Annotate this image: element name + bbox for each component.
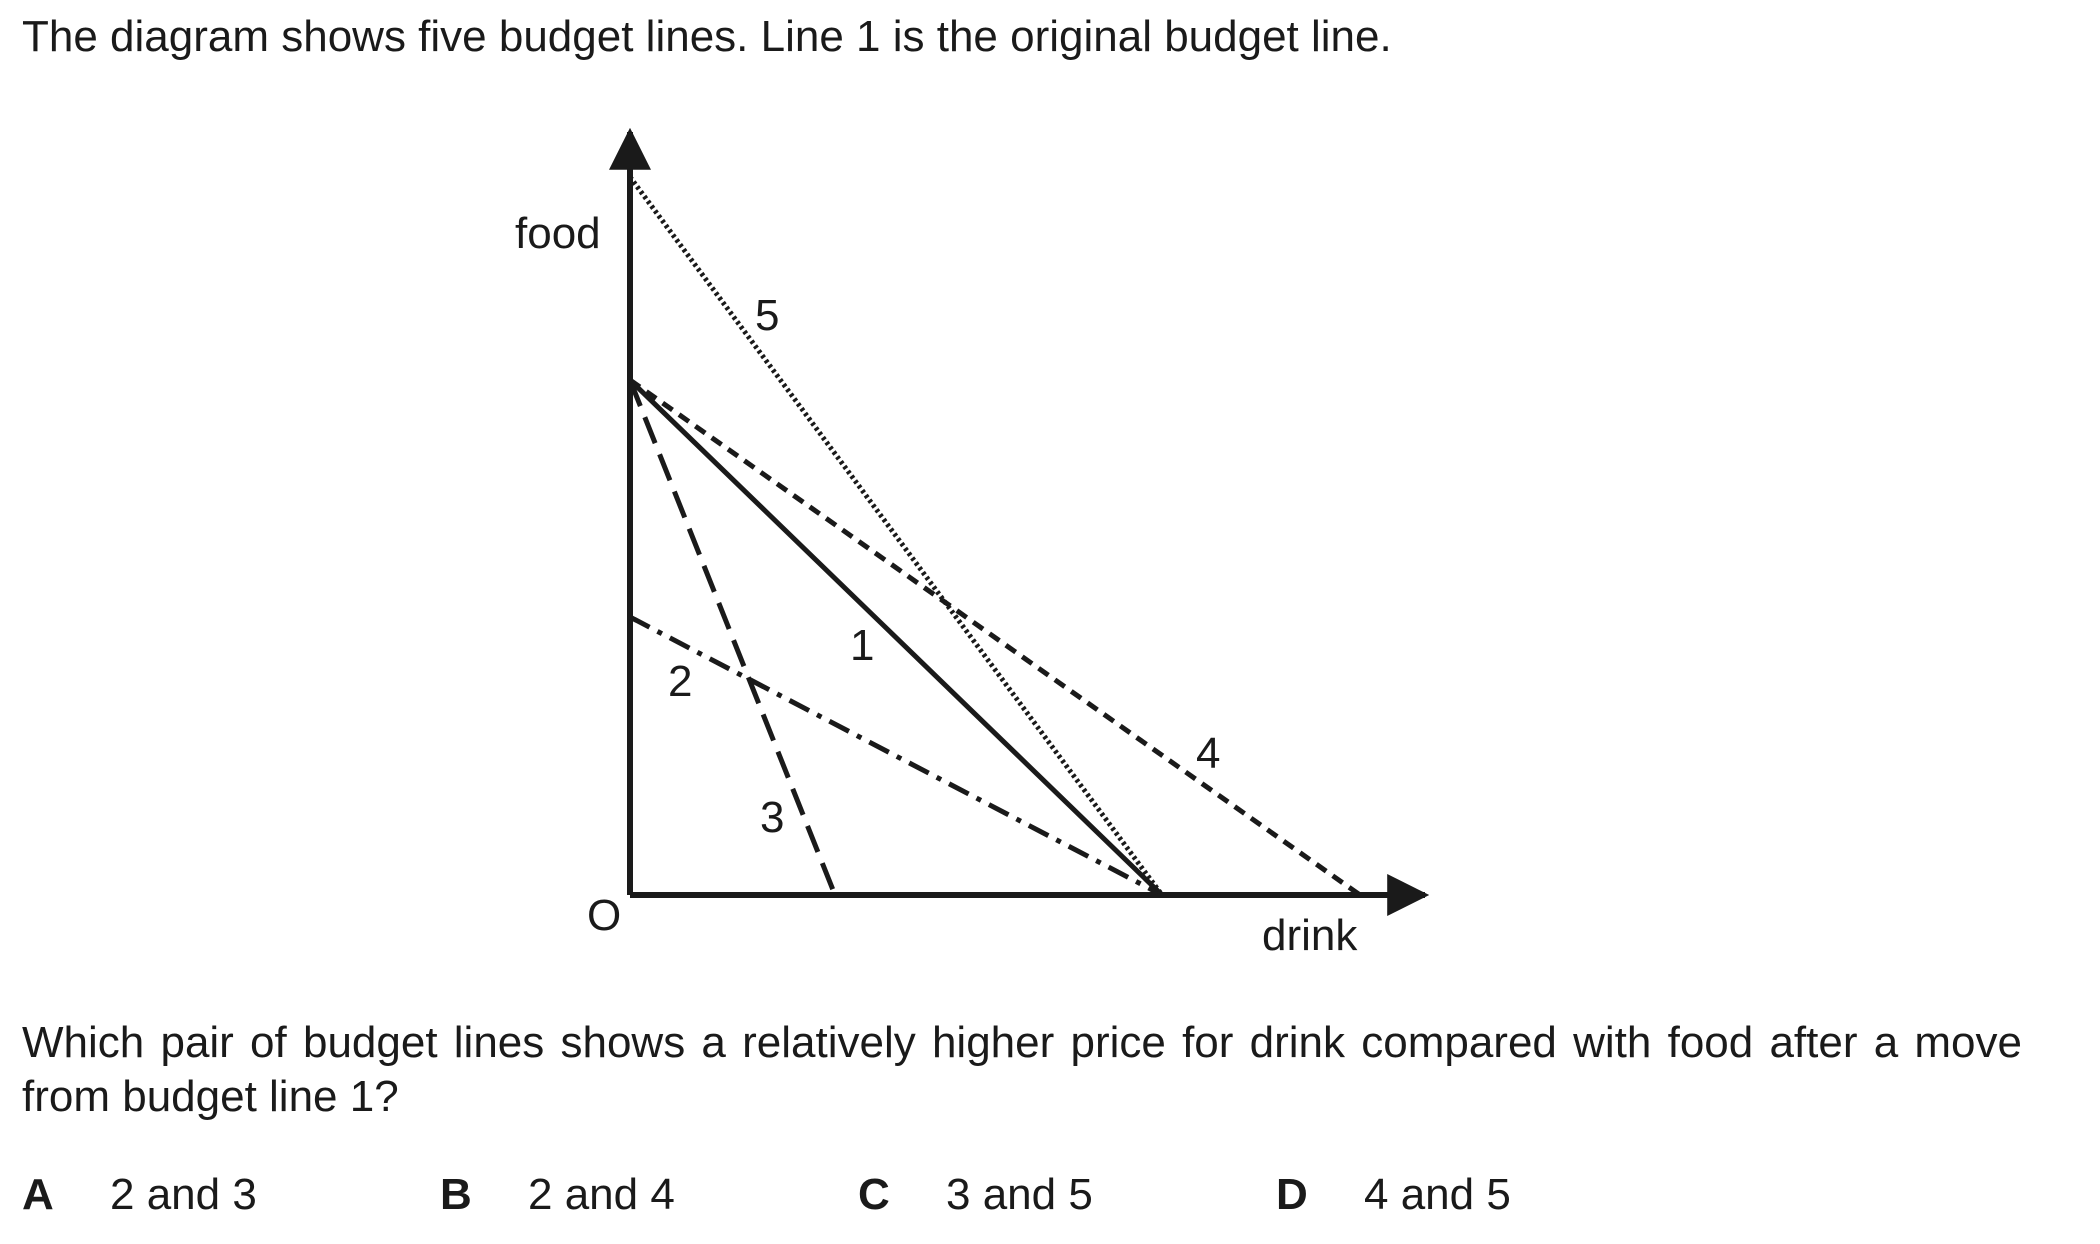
option-letter: A bbox=[22, 1170, 54, 1219]
origin-label: O bbox=[587, 891, 621, 940]
line-label-5: 5 bbox=[755, 291, 779, 340]
line-label-4: 4 bbox=[1196, 729, 1220, 778]
option-text: 4 and 5 bbox=[1364, 1170, 1511, 1219]
option-text: 2 and 4 bbox=[528, 1170, 675, 1219]
y-axis-label: food bbox=[515, 209, 601, 258]
option-text: 3 and 5 bbox=[946, 1170, 1093, 1219]
budget-line-diagram: food drink O 1 2 3 4 5 bbox=[515, 127, 1430, 960]
budget-line-3 bbox=[627, 379, 838, 896]
option-d[interactable]: D 4 and 5 bbox=[1276, 1168, 1511, 1222]
line-label-1: 1 bbox=[850, 621, 874, 670]
option-b[interactable]: B 2 and 4 bbox=[440, 1168, 675, 1222]
x-axis-label: drink bbox=[1262, 911, 1358, 960]
question-text: Which pair of budget lines shows a relat… bbox=[22, 1018, 2022, 1121]
budget-line-4 bbox=[628, 377, 1362, 898]
line-label-3: 3 bbox=[760, 793, 784, 842]
budget-line-2 bbox=[628, 614, 1164, 898]
option-letter: C bbox=[858, 1170, 890, 1219]
option-text: 2 and 3 bbox=[110, 1170, 257, 1219]
budget-line-1 bbox=[628, 378, 1164, 897]
intro-text: The diagram shows five budget lines. Lin… bbox=[22, 12, 1392, 61]
answer-options: A 2 and 3 B 2 and 4 C 3 and 5 D 4 and 5 bbox=[0, 1168, 2100, 1228]
line-label-2: 2 bbox=[668, 657, 692, 706]
budget-line-5 bbox=[627, 175, 1165, 897]
option-a[interactable]: A 2 and 3 bbox=[22, 1168, 257, 1222]
option-letter: B bbox=[440, 1170, 472, 1219]
option-c[interactable]: C 3 and 5 bbox=[858, 1168, 1093, 1222]
option-letter: D bbox=[1276, 1170, 1308, 1219]
